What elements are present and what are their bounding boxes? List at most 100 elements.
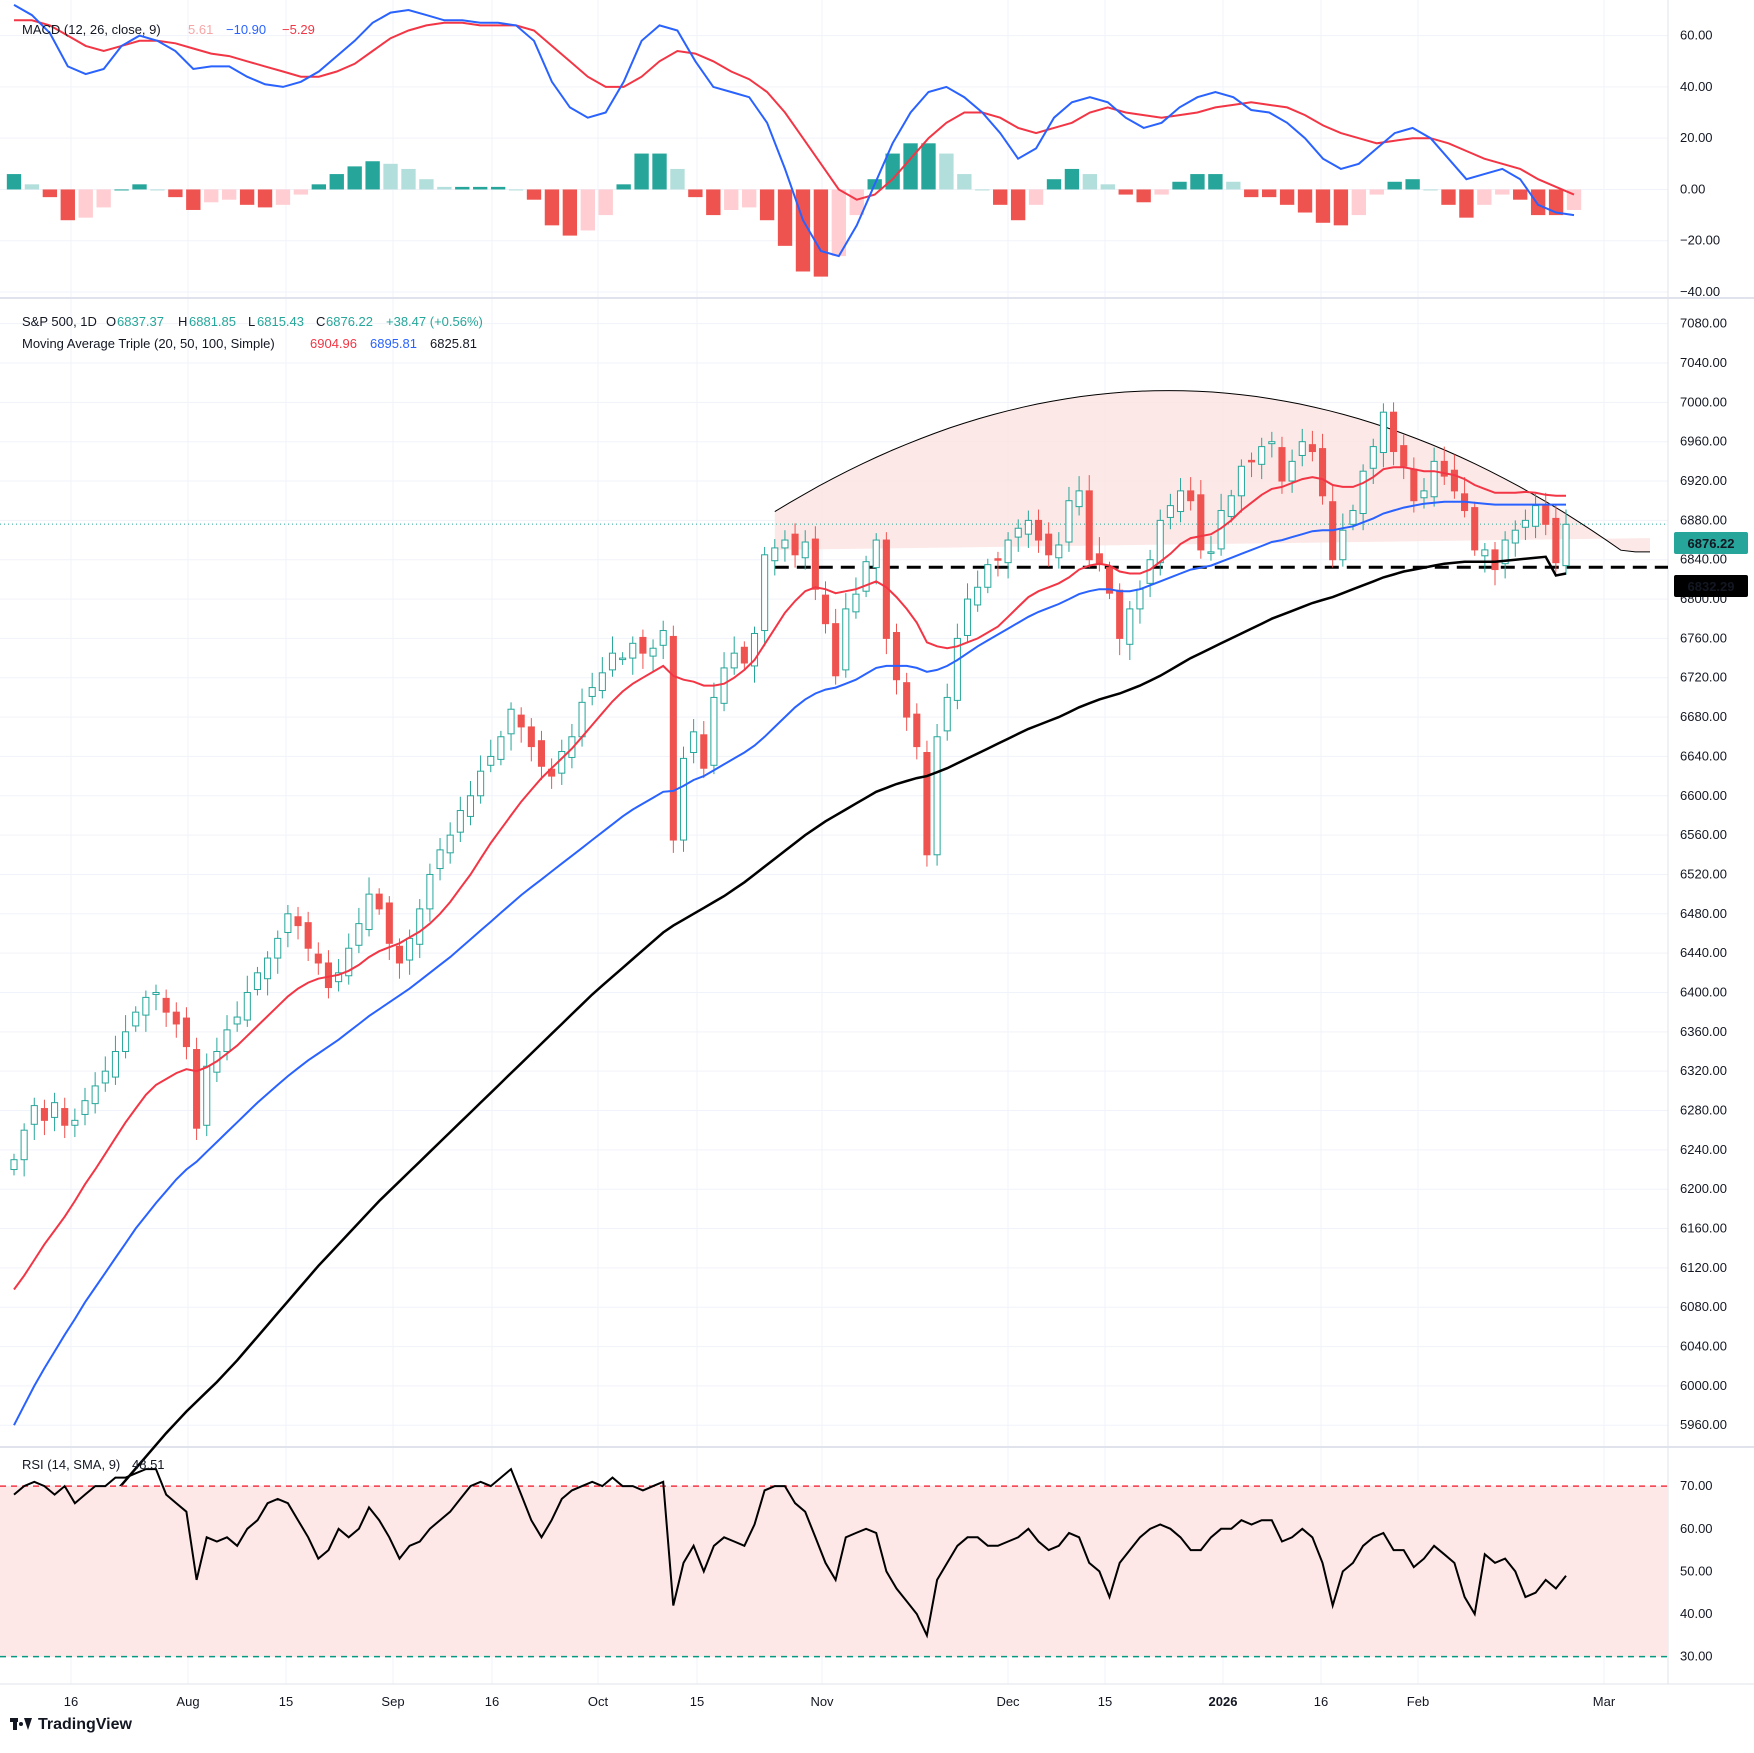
candle-body — [720, 667, 728, 704]
candle-body — [1014, 527, 1022, 538]
price-tick-label: 7000.00 — [1680, 394, 1727, 409]
price-tick-label: 6600.00 — [1680, 788, 1727, 803]
candle-body — [1308, 444, 1316, 453]
price-axis[interactable]: 60.00 40.00 20.00 0.00 −20.00 −40.00 7080.00 70… — [1680, 28, 1727, 1664]
candle-body — [10, 1159, 18, 1171]
time-tick-label: 16 — [485, 1694, 499, 1709]
macd-histogram-bar — [347, 166, 362, 190]
tradingview-logo[interactable]: TradingView — [10, 1716, 132, 1734]
candle-body — [274, 937, 282, 959]
time-tick-label: Oct — [588, 1694, 609, 1709]
candle-body — [690, 731, 698, 753]
macd-histogram-bar — [1028, 189, 1044, 205]
candle-body — [629, 642, 637, 659]
price-tick-label: 7040.00 — [1680, 355, 1727, 370]
price-pane[interactable] — [0, 390, 1668, 1612]
macd-pane[interactable] — [6, 4, 1582, 277]
price-legend-high: 6881.85 — [189, 314, 236, 329]
price-tick-label: 6280.00 — [1680, 1103, 1727, 1118]
rsi-band — [0, 1486, 1668, 1657]
rsi-pane[interactable] — [0, 1467, 1668, 1658]
candle-body — [1187, 490, 1195, 502]
candle-body — [558, 751, 566, 774]
candle-body — [1400, 445, 1408, 467]
macd-histogram-bar — [724, 189, 739, 210]
candle-body — [1126, 608, 1134, 645]
candle-body — [223, 1029, 231, 1052]
candle-body — [517, 714, 525, 728]
candle-body — [426, 873, 434, 910]
macd-histogram-bar — [1279, 189, 1295, 205]
price-tick-label: 6480.00 — [1680, 906, 1727, 921]
rsi-legend-label: RSI (14, SMA, 9) — [22, 1457, 120, 1472]
last-price-badge-text: 6876.22 — [1688, 536, 1735, 551]
rounding-top-area — [774, 390, 1650, 552]
candle-body — [1166, 505, 1174, 518]
candle-body — [1116, 589, 1124, 639]
time-axis[interactable]: 16 Aug 15 Sep 16 Oct 15 Nov Dec 15 2026 16 Feb Mar — [64, 1694, 1616, 1709]
ma-legend-ma50: 6895.81 — [370, 336, 417, 351]
tradingview-wordmark: TradingView — [38, 1716, 132, 1733]
macd-histogram-bar — [1172, 181, 1187, 190]
macd-histogram-bar — [96, 189, 111, 208]
candle-body — [1501, 539, 1509, 565]
price-tick-label: 7080.00 — [1680, 316, 1727, 331]
macd-histogram-bar — [222, 189, 237, 200]
macd-tick-label: −40.00 — [1680, 284, 1720, 299]
candle-body — [781, 539, 789, 549]
rsi-tick-label: 40.00 — [1680, 1606, 1713, 1621]
candle-body — [619, 657, 627, 661]
candle-body — [456, 810, 464, 833]
candle-body — [314, 953, 322, 964]
macd-histogram-bar — [1208, 174, 1223, 190]
macd-histogram-bar — [1530, 189, 1546, 216]
macd-tick-label: 40.00 — [1680, 79, 1713, 94]
macd-histogram-bar — [1100, 184, 1115, 190]
macd-histogram-bar — [239, 189, 255, 205]
candle-body — [497, 736, 505, 760]
macd-histogram-bar — [957, 174, 972, 190]
candle-body — [193, 1049, 201, 1129]
macd-histogram-bar — [544, 189, 560, 226]
candle-body — [892, 632, 901, 681]
candle-body — [365, 893, 373, 931]
candle-body — [608, 652, 617, 671]
candle-body — [324, 962, 333, 989]
candle-body — [943, 696, 951, 732]
candle-body — [1105, 567, 1114, 594]
candle-body — [335, 972, 343, 983]
macd-histogram-bar — [311, 184, 326, 190]
price-legend-symbol: S&P 500, 1D — [22, 314, 97, 329]
macd-histogram-bar — [114, 189, 129, 191]
candle-body — [284, 913, 292, 933]
macd-histogram-bar — [885, 153, 900, 190]
candle-body — [791, 533, 799, 556]
macd-tick-label: −20.00 — [1680, 233, 1720, 248]
ma-legend-ma20: 6904.96 — [310, 336, 357, 351]
price-tick-label: 6640.00 — [1680, 748, 1727, 763]
candle-body — [1511, 529, 1519, 544]
rsi-tick-label: 50.00 — [1680, 1563, 1713, 1578]
candle-body — [1247, 459, 1256, 463]
macd-histogram-bar — [329, 174, 344, 190]
macd-histogram-bar — [634, 153, 649, 190]
price-tick-label: 6200.00 — [1680, 1181, 1727, 1196]
candle-body — [832, 623, 840, 677]
ma50-line — [13, 500, 1566, 1426]
candle-body — [933, 736, 941, 856]
candle-body — [1430, 460, 1438, 498]
price-legend-h-label: H — [178, 314, 187, 329]
macd-histogram-bar — [742, 189, 757, 208]
macd-histogram-bar — [580, 189, 595, 231]
candle-body — [679, 757, 688, 841]
candle-body — [1207, 551, 1215, 554]
macd-histogram-bar — [401, 168, 416, 190]
macd-histogram-bar — [939, 153, 954, 190]
candle-body — [91, 1085, 99, 1105]
macd-histogram-bar — [1190, 174, 1205, 190]
candle-body — [1369, 446, 1377, 469]
time-tick-label: Mar — [1593, 1694, 1616, 1709]
candle-body — [1055, 544, 1063, 559]
support-badge-text: 6832.29 — [1688, 579, 1735, 594]
